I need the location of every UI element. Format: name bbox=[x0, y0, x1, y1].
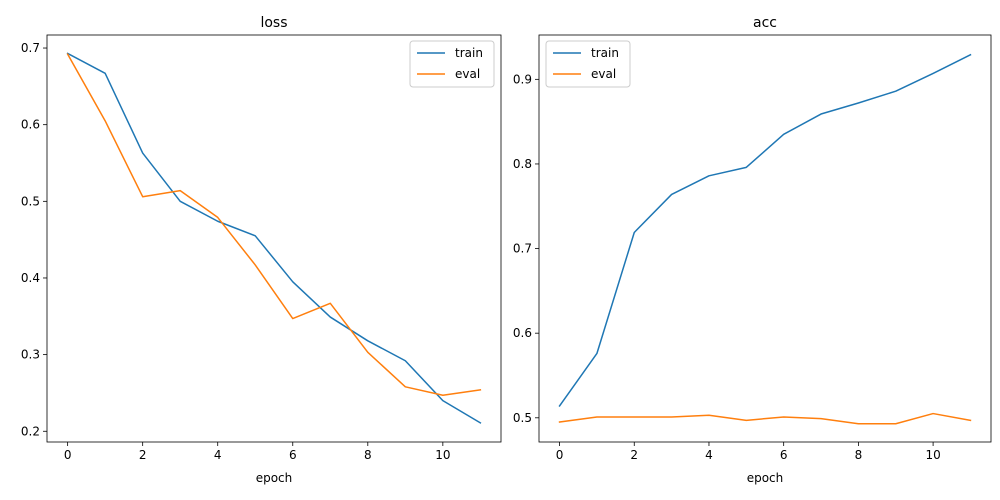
x-tick-label: 6 bbox=[780, 448, 788, 462]
legend-label-train: train bbox=[591, 46, 619, 60]
y-tick-label: 0.6 bbox=[513, 326, 532, 340]
y-tick-label: 0.5 bbox=[513, 411, 532, 425]
y-tick-label: 0.2 bbox=[21, 424, 40, 438]
legend: train eval bbox=[409, 40, 495, 88]
series-line-train bbox=[66, 52, 482, 424]
x-tick-label: 2 bbox=[630, 448, 638, 462]
y-tick-label: 0.7 bbox=[513, 242, 532, 256]
series-line-eval bbox=[558, 412, 972, 425]
y-tick-label: 0.8 bbox=[513, 157, 532, 171]
legend: train eval bbox=[545, 40, 631, 88]
y-tick-label: 0.3 bbox=[21, 348, 40, 362]
plot-frame bbox=[538, 34, 992, 443]
y-tick-label: 0.7 bbox=[21, 41, 40, 55]
x-tick-label: 6 bbox=[289, 448, 297, 462]
legend-label-eval: eval bbox=[591, 67, 616, 81]
x-tick-label: 8 bbox=[364, 448, 372, 462]
x-tick-label: 10 bbox=[925, 448, 940, 462]
legend-label-eval: eval bbox=[455, 67, 480, 81]
x-axis-label: epoch bbox=[747, 471, 784, 485]
chart-title: loss bbox=[260, 15, 287, 31]
x-tick-label: 0 bbox=[64, 448, 72, 462]
chart-title: acc bbox=[753, 15, 777, 31]
x-tick-label: 2 bbox=[139, 448, 147, 462]
series-line-train bbox=[558, 53, 972, 407]
legend-label-train: train bbox=[455, 46, 483, 60]
x-axis-label: epoch bbox=[256, 471, 293, 485]
x-tick-label: 0 bbox=[556, 448, 564, 462]
plot-frame bbox=[46, 34, 502, 443]
x-tick-label: 4 bbox=[705, 448, 713, 462]
y-tick-label: 0.5 bbox=[21, 194, 40, 208]
y-tick-label: 0.9 bbox=[513, 72, 532, 86]
x-tick-label: 4 bbox=[214, 448, 222, 462]
y-tick-label: 0.4 bbox=[21, 271, 40, 285]
chart-loss: loss 0 2 4 6 8 10 0.2 0.3 0.4 0.5 0.6 0.7 epoch train e… bbox=[21, 15, 502, 485]
x-tick-label: 8 bbox=[855, 448, 863, 462]
y-tick-label: 0.6 bbox=[21, 118, 40, 132]
chart-acc: acc 0 2 4 6 8 10 0.5 0.6 0.7 0.8 0.9 epoch train eval bbox=[513, 15, 992, 485]
series-line-eval bbox=[66, 53, 482, 396]
x-tick-label: 10 bbox=[435, 448, 450, 462]
